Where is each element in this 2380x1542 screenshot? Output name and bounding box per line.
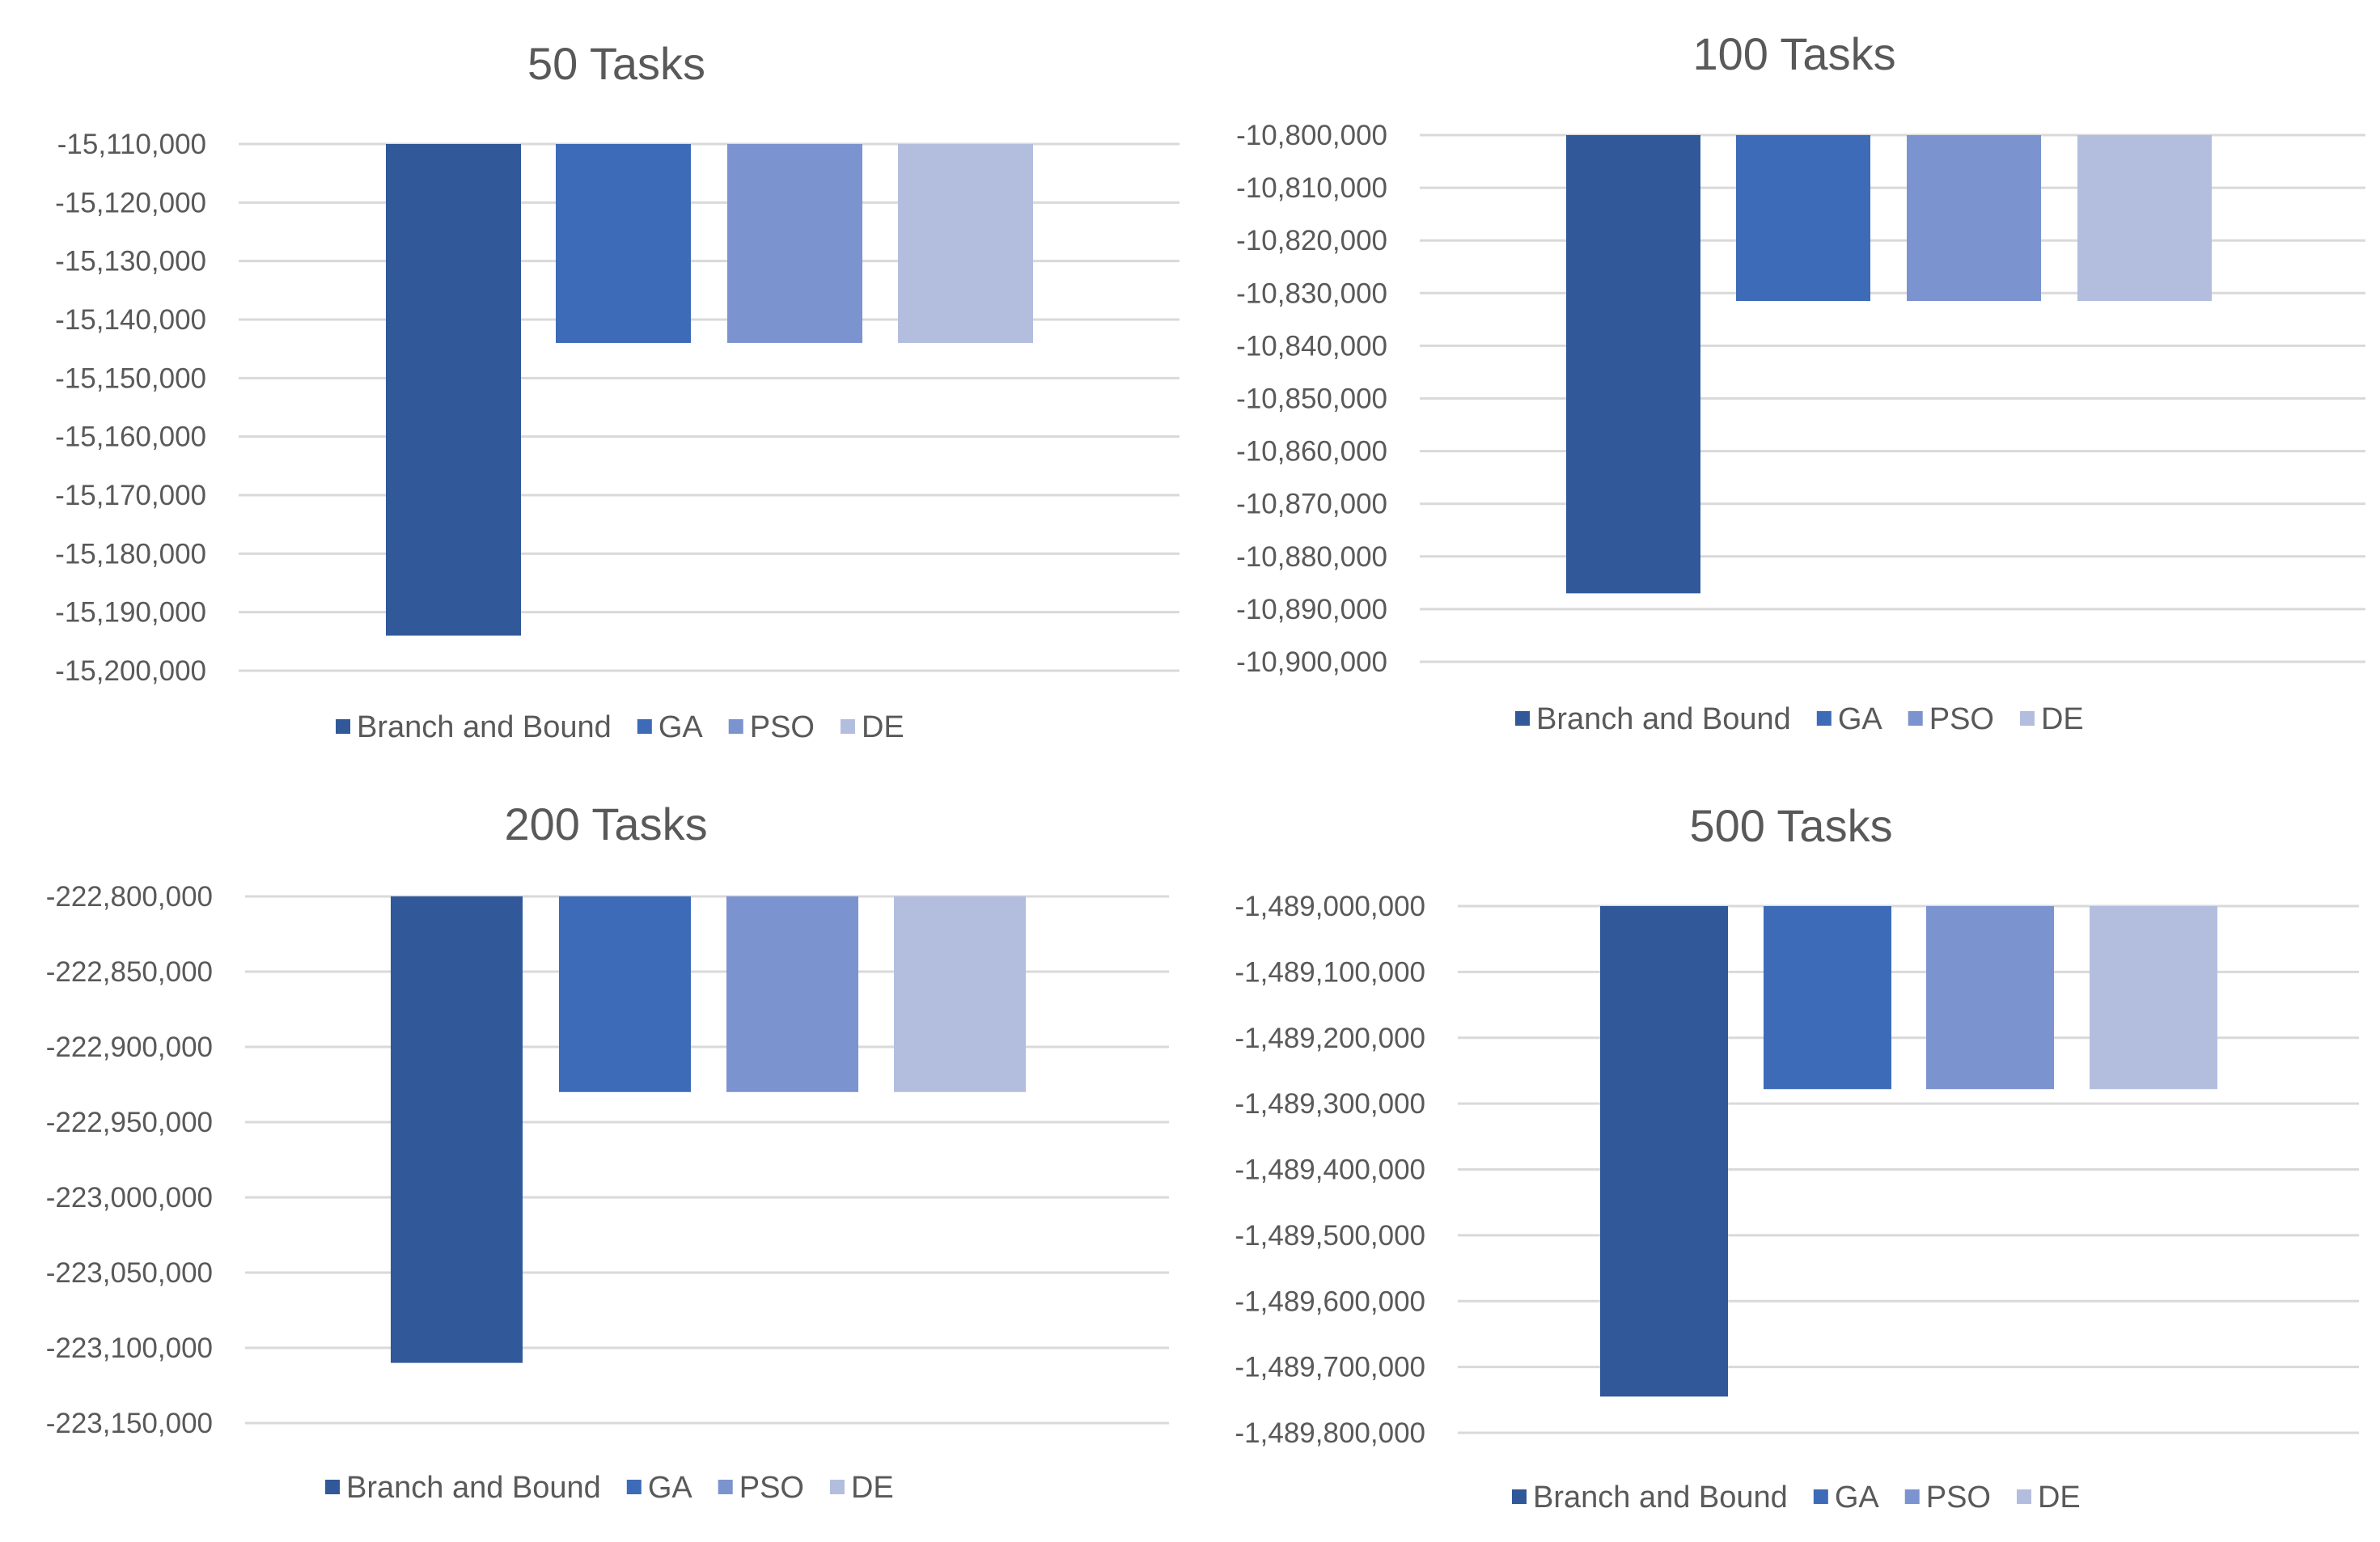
legend-label: PSO — [739, 1471, 804, 1505]
bar-de — [898, 144, 1033, 343]
y-tick-label: -1,489,300,000 — [1235, 1088, 1425, 1120]
y-tick-label: -10,830,000 — [1236, 277, 1387, 309]
legend-label: GA — [659, 710, 704, 744]
y-tick-label: -223,000,000 — [46, 1182, 213, 1214]
chart-title: 200 Tasks — [504, 799, 707, 849]
bar-pso — [1926, 906, 2054, 1090]
legend-swatch — [718, 1480, 733, 1494]
bar-de — [2077, 135, 2212, 302]
legend-swatch — [829, 1480, 845, 1494]
bar-ga — [556, 144, 691, 343]
y-tick-label: -15,140,000 — [55, 304, 206, 336]
y-tick-label: -223,100,000 — [46, 1332, 213, 1364]
y-tick-label: -1,489,600,000 — [1235, 1286, 1425, 1317]
legend-swatch — [840, 719, 855, 734]
bar-ga — [1736, 135, 1870, 302]
legend-label: PSO — [1929, 702, 1994, 736]
y-tick-label: -10,900,000 — [1236, 646, 1387, 678]
legend-swatch — [637, 719, 652, 734]
y-tick-label: -10,870,000 — [1236, 489, 1387, 520]
y-tick-label: -15,200,000 — [55, 655, 206, 687]
y-tick-label: -15,120,000 — [55, 187, 206, 218]
y-tick-label: -15,190,000 — [55, 597, 206, 629]
bar-ga — [1764, 906, 1891, 1090]
legend-label: GA — [648, 1471, 693, 1505]
bar-de — [2090, 906, 2217, 1090]
legend-label: DE — [2038, 1481, 2081, 1514]
y-tick-label: -223,150,000 — [46, 1408, 213, 1439]
legend-swatch — [1813, 1489, 1828, 1504]
bar-de — [894, 896, 1026, 1092]
legend-label: Branch and Bound — [357, 710, 612, 744]
y-tick-label: -10,880,000 — [1236, 541, 1387, 573]
legend-swatch — [1904, 1489, 1920, 1504]
y-tick-label: -1,489,400,000 — [1235, 1154, 1425, 1186]
bar-branch-and-bound — [391, 896, 523, 1363]
y-tick-label: -10,820,000 — [1236, 225, 1387, 256]
legend-swatch — [626, 1480, 642, 1494]
bar-pso — [726, 896, 858, 1092]
legend-label: Branch and Bound — [346, 1471, 601, 1505]
legend-label: DE — [851, 1471, 894, 1505]
bar-ga — [559, 896, 691, 1092]
bar-branch-and-bound — [1600, 906, 1728, 1397]
y-tick-label: -1,489,100,000 — [1235, 956, 1425, 988]
chart-500-tasks: 500 Tasks -1,489,000,000 -1,489,100,000 -1,… — [1190, 771, 2380, 1542]
bar-pso — [727, 144, 862, 343]
legend-label: GA — [1838, 702, 1883, 736]
y-tick-label: -15,180,000 — [55, 538, 206, 570]
y-tick-label: -1,489,200,000 — [1235, 1023, 1425, 1054]
y-tick-label: -15,110,000 — [57, 129, 206, 160]
legend-swatch — [1515, 711, 1530, 726]
y-tick-label: -222,800,000 — [46, 881, 213, 913]
legend-swatch — [728, 719, 743, 734]
legend-swatch — [336, 719, 350, 734]
y-tick-label: -1,489,500,000 — [1235, 1220, 1425, 1252]
y-tick-label: -223,050,000 — [46, 1257, 213, 1289]
y-tick-label: -10,860,000 — [1236, 436, 1387, 468]
bar-branch-and-bound — [386, 144, 521, 636]
y-tick-label: -15,170,000 — [55, 480, 206, 511]
y-tick-label: -222,900,000 — [46, 1032, 213, 1063]
legend-swatch — [1512, 1489, 1527, 1504]
legend-swatch — [2016, 1489, 2031, 1504]
y-tick-label: -15,130,000 — [55, 246, 206, 277]
y-tick-label: -1,489,800,000 — [1235, 1417, 1425, 1449]
y-tick-label: -15,150,000 — [55, 362, 206, 394]
legend-swatch — [1908, 711, 1923, 726]
y-tick-label: -10,810,000 — [1236, 172, 1387, 204]
y-tick-label: -1,489,000,000 — [1235, 891, 1425, 922]
y-tick-label: -15,160,000 — [55, 422, 206, 453]
chart-title: 500 Tasks — [1689, 800, 1892, 851]
legend-label: DE — [2041, 702, 2084, 736]
chart-50-tasks: 50 Tasks -15,110,000 -15,120,000 -15,130,00… — [0, 0, 1190, 771]
y-tick-label: -10,850,000 — [1236, 383, 1387, 415]
legend-label: PSO — [750, 710, 815, 744]
chart-title: 100 Tasks — [1692, 28, 1895, 79]
chart-200-tasks: 200 Tasks -222,800,000 -222,850,000 -222,90… — [0, 771, 1190, 1542]
y-tick-label: -222,950,000 — [46, 1107, 213, 1138]
y-tick-label: -10,800,000 — [1236, 120, 1387, 151]
chart-100-tasks: 100 Tasks -10,800,000 -10,810,000 -10,820,0… — [1190, 0, 2380, 771]
legend-label: GA — [1835, 1481, 1880, 1514]
y-tick-label: -1,489,700,000 — [1235, 1352, 1425, 1383]
y-tick-label: -10,840,000 — [1236, 330, 1387, 362]
bar-branch-and-bound — [1566, 135, 1700, 594]
chart-title: 50 Tasks — [527, 38, 705, 89]
legend-label: DE — [862, 710, 904, 744]
legend-label: PSO — [1926, 1481, 1991, 1514]
legend-swatch — [2019, 711, 2035, 726]
legend-swatch — [1816, 711, 1832, 726]
bar-pso — [1907, 135, 2041, 302]
legend-label: Branch and Bound — [1536, 702, 1791, 736]
legend-swatch — [325, 1480, 340, 1494]
y-tick-label: -222,850,000 — [46, 956, 213, 988]
legend-label: Branch and Bound — [1533, 1481, 1788, 1514]
y-tick-label: -10,890,000 — [1236, 594, 1387, 625]
